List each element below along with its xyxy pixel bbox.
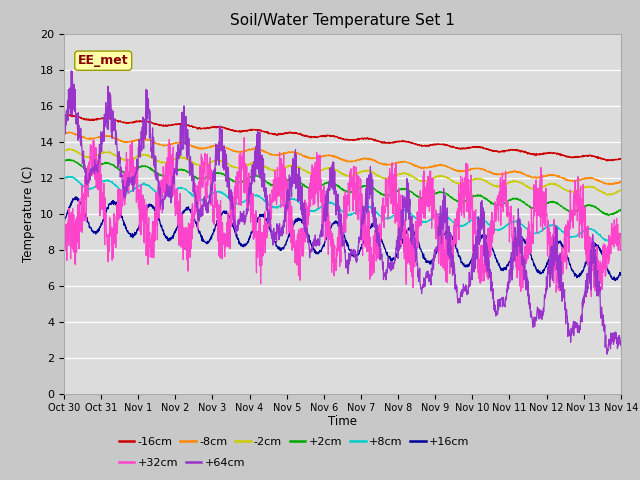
-16cm — [499, 149, 506, 155]
+2cm — [601, 211, 609, 216]
Line: -2cm: -2cm — [64, 149, 621, 195]
-2cm — [601, 190, 609, 196]
-8cm — [617, 179, 625, 185]
+8cm — [499, 226, 506, 231]
Title: Soil/Water Temperature Set 1: Soil/Water Temperature Set 1 — [230, 13, 455, 28]
+64cm — [67, 68, 75, 74]
+2cm — [89, 165, 97, 171]
Line: -16cm: -16cm — [64, 115, 621, 161]
Line: +2cm: +2cm — [64, 159, 621, 216]
+8cm — [607, 239, 614, 244]
+32cm — [316, 183, 324, 189]
-2cm — [601, 190, 609, 196]
+64cm — [60, 119, 68, 125]
-2cm — [617, 188, 625, 193]
-16cm — [601, 156, 609, 162]
-8cm — [331, 154, 339, 159]
+16cm — [60, 220, 68, 226]
Line: -8cm: -8cm — [64, 132, 621, 185]
Legend: +32cm, +64cm: +32cm, +64cm — [114, 454, 250, 473]
-2cm — [499, 183, 506, 189]
Line: +16cm: +16cm — [64, 197, 621, 281]
Y-axis label: Temperature (C): Temperature (C) — [22, 165, 35, 262]
Text: EE_met: EE_met — [78, 54, 129, 67]
+16cm — [611, 278, 619, 284]
+32cm — [60, 194, 68, 200]
X-axis label: Time: Time — [328, 415, 357, 428]
+16cm — [89, 228, 97, 233]
-16cm — [617, 156, 625, 162]
+32cm — [617, 241, 625, 247]
-16cm — [601, 156, 609, 162]
-2cm — [604, 192, 612, 198]
+64cm — [89, 164, 97, 170]
-16cm — [60, 113, 68, 119]
-8cm — [601, 181, 609, 187]
+16cm — [601, 259, 609, 265]
+64cm — [604, 351, 611, 357]
+8cm — [617, 231, 625, 237]
-2cm — [316, 168, 324, 174]
-16cm — [331, 134, 339, 140]
+2cm — [316, 183, 324, 189]
-8cm — [605, 182, 612, 188]
+2cm — [65, 156, 73, 162]
+16cm — [617, 270, 625, 276]
+8cm — [60, 176, 68, 182]
+64cm — [601, 322, 609, 328]
-8cm — [89, 135, 97, 141]
Line: +8cm: +8cm — [64, 176, 621, 241]
+16cm — [316, 248, 324, 253]
-16cm — [604, 158, 611, 164]
+32cm — [499, 199, 506, 204]
+32cm — [88, 155, 96, 160]
+8cm — [331, 202, 339, 208]
+2cm — [601, 212, 609, 217]
+64cm — [499, 298, 506, 303]
+8cm — [65, 173, 72, 179]
-16cm — [316, 133, 324, 139]
+32cm — [588, 294, 595, 300]
Line: +32cm: +32cm — [64, 138, 621, 297]
+32cm — [601, 242, 609, 248]
-2cm — [66, 146, 74, 152]
-8cm — [499, 171, 506, 177]
+8cm — [601, 237, 609, 243]
+32cm — [241, 135, 248, 141]
+2cm — [617, 206, 625, 212]
-8cm — [65, 129, 73, 135]
+8cm — [316, 204, 324, 210]
+16cm — [331, 219, 339, 225]
-2cm — [331, 167, 339, 173]
+16cm — [601, 258, 609, 264]
-16cm — [65, 112, 72, 118]
+2cm — [60, 158, 68, 164]
-8cm — [601, 180, 609, 186]
+2cm — [331, 181, 339, 187]
+8cm — [89, 185, 97, 191]
-8cm — [316, 154, 324, 160]
+16cm — [499, 266, 506, 272]
+2cm — [499, 202, 506, 208]
+2cm — [605, 213, 612, 218]
+64cm — [617, 343, 625, 348]
+64cm — [331, 188, 339, 194]
Line: +64cm: +64cm — [64, 71, 621, 354]
+64cm — [601, 325, 609, 331]
-2cm — [60, 148, 68, 154]
-8cm — [60, 131, 68, 137]
+32cm — [602, 274, 609, 279]
+8cm — [601, 237, 609, 242]
+64cm — [316, 233, 324, 239]
+32cm — [331, 261, 339, 267]
-2cm — [89, 154, 97, 159]
-16cm — [89, 116, 97, 122]
+16cm — [72, 194, 79, 200]
